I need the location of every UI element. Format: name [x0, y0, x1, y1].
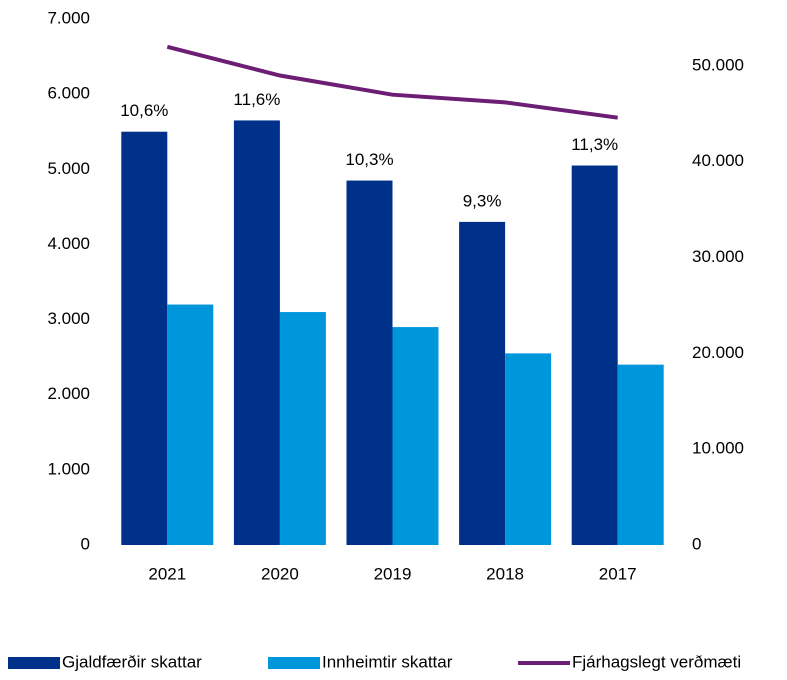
legend-label: Gjaldfærðir skattar — [62, 652, 202, 671]
y2-tick-label: 0 — [692, 534, 701, 553]
x-tick-label: 2021 — [148, 564, 186, 583]
x-tick-label: 2018 — [486, 564, 524, 583]
y-tick-label: 6.000 — [47, 84, 90, 103]
y2-tick-label: 40.000 — [692, 151, 744, 170]
x-tick-label: 2020 — [261, 564, 299, 583]
bar — [459, 221, 506, 545]
bar — [121, 131, 168, 545]
bar — [392, 327, 439, 545]
annotation: 9,3% — [463, 191, 502, 210]
annotation: 10,3% — [345, 150, 393, 169]
bar — [279, 312, 326, 545]
y2-tick-label: 30.000 — [692, 247, 744, 266]
y-tick-label: 2.000 — [47, 384, 90, 403]
y-tick-label: 4.000 — [47, 234, 90, 253]
annotation: 11,3% — [571, 135, 618, 154]
y2-tick-label: 10.000 — [692, 439, 744, 458]
bar — [346, 180, 393, 546]
bar — [505, 353, 552, 545]
y-tick-label: 1.000 — [47, 459, 90, 478]
legend-label: Innheimtir skattar — [322, 652, 453, 671]
bar — [167, 304, 214, 545]
y-tick-label: 0 — [81, 534, 90, 553]
annotation: 10,6% — [120, 101, 168, 120]
legend-swatch — [268, 657, 320, 669]
y2-tick-label: 50.000 — [692, 55, 744, 74]
y-tick-label: 5.000 — [47, 159, 90, 178]
legend-swatch — [8, 657, 60, 669]
annotation: 11,6% — [233, 90, 280, 109]
bar — [617, 364, 664, 545]
legend-label: Fjárhagslegt verðmæti — [572, 652, 741, 671]
x-tick-label: 2017 — [599, 564, 637, 583]
y-tick-label: 7.000 — [47, 8, 90, 27]
bar — [233, 120, 280, 545]
line — [166, 44, 618, 120]
x-tick-label: 2019 — [374, 564, 412, 583]
y2-tick-label: 20.000 — [692, 343, 744, 362]
y-tick-label: 3.000 — [47, 309, 90, 328]
bar — [571, 165, 618, 545]
